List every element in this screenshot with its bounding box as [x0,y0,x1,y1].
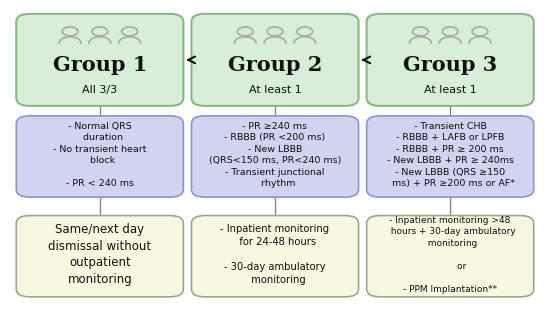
Text: - Inpatient monitoring
  for 24-48 hours

- 30-day ambulatory
  monitoring: - Inpatient monitoring for 24-48 hours -… [221,224,329,285]
FancyBboxPatch shape [16,116,183,197]
Text: - Transient CHB
- RBBB + LAFB or LPFB
- RBBB + PR ≥ 200 ms
- New LBBB + PR ≥ 240: - Transient CHB - RBBB + LAFB or LPFB - … [386,122,515,188]
Text: At least 1: At least 1 [424,85,476,95]
Text: Group 2: Group 2 [228,55,322,75]
Text: All 3/3: All 3/3 [82,85,117,95]
FancyBboxPatch shape [367,14,534,106]
Text: Same/next day
dismissal without
outpatient
monitoring: Same/next day dismissal without outpatie… [48,223,151,286]
Text: - Inpatient monitoring >48
  hours + 30-day ambulatory
  monitoring

        or
: - Inpatient monitoring >48 hours + 30-da… [385,216,515,294]
Text: - PR ≥240 ms
- RBBB (PR <200 ms)
- New LBBB
(QRS<150 ms, PR<240 ms)
- Transient : - PR ≥240 ms - RBBB (PR <200 ms) - New L… [209,122,341,188]
Text: Group 1: Group 1 [53,55,147,75]
FancyBboxPatch shape [16,14,183,106]
Text: - Normal QRS
  duration
- No transient heart
  block

- PR < 240 ms: - Normal QRS duration - No transient hea… [53,122,146,188]
FancyBboxPatch shape [191,116,359,197]
Text: Group 3: Group 3 [403,55,497,75]
FancyBboxPatch shape [367,216,534,297]
Text: At least 1: At least 1 [249,85,301,95]
FancyBboxPatch shape [16,216,183,297]
FancyBboxPatch shape [191,14,359,106]
FancyBboxPatch shape [191,216,359,297]
FancyBboxPatch shape [367,116,534,197]
